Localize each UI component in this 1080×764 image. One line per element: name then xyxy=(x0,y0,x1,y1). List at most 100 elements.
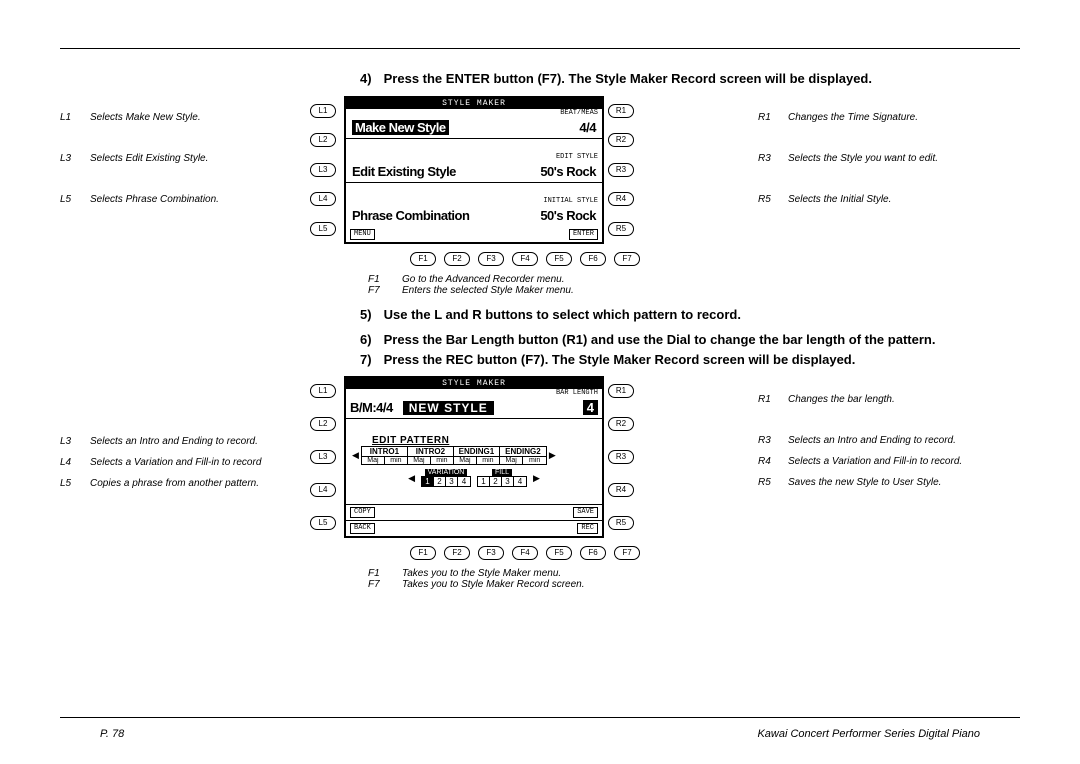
button-r3[interactable]: R3 xyxy=(608,163,634,177)
screen1-lcd: STYLE MAKER BEAT/MEAS Make New Style 4/4… xyxy=(344,96,604,244)
button-f4-b[interactable]: F4 xyxy=(512,546,538,560)
lcd1-enter: ENTER xyxy=(569,229,598,240)
button-f6[interactable]: F6 xyxy=(580,252,606,266)
lcd1-menu: MENU xyxy=(350,229,375,240)
screen2-f-notes: F1Takes you to the Style Maker menu. F7T… xyxy=(368,568,740,590)
screen2-left-notes: L3Selects an Intro and Ending to record.… xyxy=(60,376,310,495)
button-f5-b[interactable]: F5 xyxy=(546,546,572,560)
button-f6-b[interactable]: F6 xyxy=(580,546,606,560)
button-f4[interactable]: F4 xyxy=(512,252,538,266)
step4-num: 4) xyxy=(360,70,380,88)
button-f3-b[interactable]: F3 xyxy=(478,546,504,560)
left-triangle-icon-2: ◀ xyxy=(408,473,415,484)
lcd1-sub3: INITIAL STYLE xyxy=(346,197,602,205)
button-r4-b[interactable]: R4 xyxy=(608,483,634,497)
screen2-r-buttons: R1 R2 R3 R4 R5 xyxy=(608,376,638,538)
button-f2-b[interactable]: F2 xyxy=(444,546,470,560)
bottom-rule xyxy=(60,717,1020,718)
button-f7[interactable]: F7 xyxy=(614,252,640,266)
button-l2[interactable]: L2 xyxy=(310,133,336,147)
lcd2-pattern-area: EDIT PATTERN ◀ INTRO1Majmin INTRO2Majmin… xyxy=(346,419,602,505)
button-r2[interactable]: R2 xyxy=(608,133,634,147)
button-l2-b[interactable]: L2 xyxy=(310,417,336,431)
screen2-center: L1 L2 L3 L4 L5 STYLE MAKER BAR LENGTH B/… xyxy=(310,376,740,590)
edit-pattern-title: EDIT PATTERN xyxy=(372,435,596,446)
instruction-6: 6) Press the Bar Length button (R1) and … xyxy=(360,331,1020,349)
button-r5-b[interactable]: R5 xyxy=(608,516,634,530)
footer: P. 78 Kawai Concert Performer Series Dig… xyxy=(100,728,980,740)
footer-title: Kawai Concert Performer Series Digital P… xyxy=(757,728,980,740)
lcd1-bottom: MENU ENTER xyxy=(346,227,602,242)
intro-ending-table: INTRO1Majmin INTRO2Majmin ENDING1Majmin … xyxy=(361,446,547,465)
step5-num: 5) xyxy=(360,306,380,324)
variation-box: VARIATION 1 2 3 4 xyxy=(421,469,471,487)
button-l4[interactable]: L4 xyxy=(310,192,336,206)
lcd2-back: BACK xyxy=(350,523,375,534)
step7-num: 7) xyxy=(360,351,380,369)
button-l1-b[interactable]: L1 xyxy=(310,384,336,398)
screen1-center: L1 L2 L3 L4 L5 STYLE MAKER BEAT/MEAS Mak… xyxy=(310,96,740,296)
lcd2-sub1: BAR LENGTH xyxy=(346,389,602,397)
lcd2-copy: COPY xyxy=(350,507,375,518)
screen2-right-notes: R1Changes the bar length. R3Selects an I… xyxy=(740,376,1000,494)
instruction-7: 7) Press the REC button (F7). The Style … xyxy=(360,351,1020,369)
lcd1-row1: Make New Style 4/4 xyxy=(346,117,602,139)
screen1-section: L1Selects Make New Style. L3Selects Edit… xyxy=(60,96,1020,296)
screen1-left-notes: L1Selects Make New Style. L3Selects Edit… xyxy=(60,96,310,227)
button-f2[interactable]: F2 xyxy=(444,252,470,266)
lcd1-sub1: BEAT/MEAS xyxy=(346,109,602,117)
button-l3-b[interactable]: L3 xyxy=(310,450,336,464)
button-f3[interactable]: F3 xyxy=(478,252,504,266)
screen1-f-notes: F1Go to the Advanced Recorder menu. F7En… xyxy=(368,274,740,296)
lcd1-row2: Edit Existing Style 50's Rock xyxy=(346,161,602,183)
screen2-l-buttons: L1 L2 L3 L4 L5 xyxy=(310,376,340,538)
lcd1-title: STYLE MAKER xyxy=(346,98,602,109)
button-f5[interactable]: F5 xyxy=(546,252,572,266)
top-rule xyxy=(60,48,1020,49)
lcd2-title: STYLE MAKER xyxy=(346,378,602,389)
screen1-f-buttons: F1 F2 F3 F4 F5 F6 F7 xyxy=(310,250,740,268)
button-l5-b[interactable]: L5 xyxy=(310,516,336,530)
button-r3-b[interactable]: R3 xyxy=(608,450,634,464)
screen2-f-buttons: F1 F2 F3 F4 F5 F6 F7 xyxy=(310,544,740,562)
screen1-r-buttons: R1 R2 R3 R4 R5 xyxy=(608,96,638,244)
button-r2-b[interactable]: R2 xyxy=(608,417,634,431)
lcd1-sub2: EDIT STYLE xyxy=(346,153,602,161)
button-l4-b[interactable]: L4 xyxy=(310,483,336,497)
button-f1-b[interactable]: F1 xyxy=(410,546,436,560)
button-f1[interactable]: F1 xyxy=(410,252,436,266)
lcd2-header: B/M:4/4 NEW STYLE 4 xyxy=(346,397,602,419)
screen1-l-buttons: L1 L2 L3 L4 L5 xyxy=(310,96,340,244)
lcd1-row3: Phrase Combination 50's Rock xyxy=(346,205,602,227)
left-triangle-icon: ◀ xyxy=(352,450,359,461)
step6-num: 6) xyxy=(360,331,380,349)
variation-fill-row: ◀ VARIATION 1 2 3 4 FILL xyxy=(352,469,596,487)
button-l1[interactable]: L1 xyxy=(310,104,336,118)
variation-nums: 1 2 3 4 xyxy=(421,476,471,487)
page-number: P. 78 xyxy=(100,728,124,740)
lcd2-save: SAVE xyxy=(573,507,598,518)
button-r1-b[interactable]: R1 xyxy=(608,384,634,398)
lcd2-rec: REC xyxy=(577,523,598,534)
step4-text: Press the ENTER button (F7). The Style M… xyxy=(384,71,872,86)
button-f7-b[interactable]: F7 xyxy=(614,546,640,560)
step6-text: Press the Bar Length button (R1) and use… xyxy=(384,332,936,347)
button-r1[interactable]: R1 xyxy=(608,104,634,118)
instruction-4: 4) Press the ENTER button (F7). The Styl… xyxy=(360,70,1020,88)
screen2-section: L3Selects an Intro and Ending to record.… xyxy=(60,376,1020,590)
instruction-5: 5) Use the L and R buttons to select whi… xyxy=(360,306,1020,324)
button-r4[interactable]: R4 xyxy=(608,192,634,206)
screen1-right-notes: R1Changes the Time Signature. R3Selects … xyxy=(740,96,1000,227)
fill-box: FILL 1 2 3 4 xyxy=(477,469,527,487)
step7-text: Press the REC button (F7). The Style Mak… xyxy=(384,352,856,367)
fill-nums: 1 2 3 4 xyxy=(477,476,527,487)
right-triangle-icon-2: ▶ xyxy=(533,473,540,484)
screen2-lcd: STYLE MAKER BAR LENGTH B/M:4/4 NEW STYLE… xyxy=(344,376,604,538)
lcd2-bottom2: BACK REC xyxy=(346,521,602,536)
step5-text: Use the L and R buttons to select which … xyxy=(384,307,741,322)
lcd2-bottom1: COPY SAVE xyxy=(346,505,602,521)
button-r5[interactable]: R5 xyxy=(608,222,634,236)
right-triangle-icon: ▶ xyxy=(549,450,556,461)
button-l3[interactable]: L3 xyxy=(310,163,336,177)
button-l5[interactable]: L5 xyxy=(310,222,336,236)
